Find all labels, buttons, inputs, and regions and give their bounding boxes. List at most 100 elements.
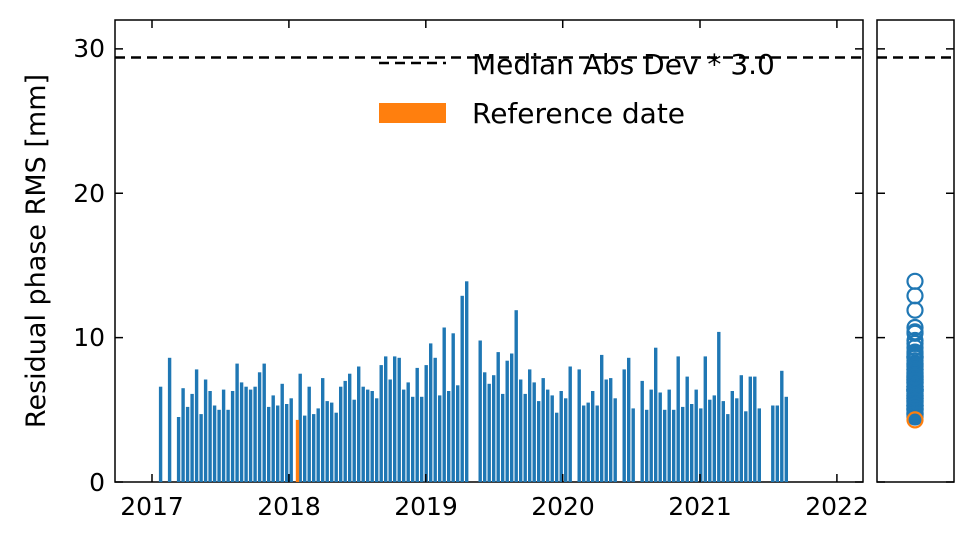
bar [559,391,563,482]
bar [699,408,703,482]
bar [420,396,424,482]
bar [568,366,572,482]
bar [343,380,347,482]
bar [730,391,734,482]
bar [433,357,437,482]
bar [771,405,775,482]
bar [303,415,307,482]
y-tick-label: 10 [73,323,105,352]
bar [757,408,761,482]
bar [663,409,667,482]
bar [330,402,334,482]
bar [361,386,365,482]
bar [393,356,397,482]
x-tick-label: 2017 [120,492,184,521]
bar [402,389,406,482]
bar [667,389,671,482]
side-marker [906,318,924,337]
bar [235,363,239,482]
side-marker [906,368,924,386]
bar [519,379,523,482]
bar [158,386,163,482]
bar [600,354,604,482]
bar [375,398,379,482]
bar [627,357,631,482]
bar [271,395,275,482]
bar [649,389,653,482]
bar [631,408,635,482]
bar [212,405,217,482]
side-marker [906,287,924,305]
bar [712,395,716,482]
bar [411,396,415,482]
bar [307,386,311,482]
bar [541,378,545,482]
bar [595,405,599,482]
bar [352,399,356,482]
bar [239,382,244,482]
bar [348,373,352,482]
bar [406,382,410,482]
bar [604,379,608,482]
bar [546,389,550,482]
bar [514,310,518,482]
x-tick-label: 2021 [668,492,732,521]
bar [312,414,316,482]
bar [645,409,649,482]
bar [415,367,419,482]
side-marker [906,362,924,380]
bar [609,378,613,482]
bar [203,379,208,482]
bar [424,365,428,482]
bar [717,331,721,482]
bar [370,391,374,482]
side-plot-frame [876,19,955,483]
side-marker [906,301,924,319]
bar [185,406,190,482]
bar [447,391,451,482]
bar [429,343,433,482]
bar [442,327,446,482]
bar [244,386,248,482]
bar [285,404,289,482]
bar [451,333,455,482]
y-tick-label: 30 [73,34,105,63]
bar [289,398,293,482]
bar [591,391,595,482]
x-tick-label: 2019 [394,492,458,521]
bar [685,376,689,482]
bar [690,404,694,482]
bar [181,388,185,482]
y-tick-label: 0 [89,468,105,497]
bar [780,370,784,482]
bar [262,363,266,482]
bar [708,399,712,482]
bar [230,391,235,482]
side-reference-marker [906,411,924,429]
bar [744,411,748,482]
bar-series [158,281,788,482]
bar [257,372,262,482]
bar [334,412,338,482]
bar [190,393,194,482]
bar [640,380,644,482]
legend-reference-label: Reference date [472,97,685,130]
x-tick-labels: 2017 2018 2019 2020 2021 2022 [120,492,869,521]
legend: Median Abs Dev * 3.0 Reference date [379,48,775,130]
bar [366,389,370,482]
bar [622,369,626,482]
bar [681,406,685,482]
bar [532,382,536,482]
bar [384,356,388,482]
bar [478,340,482,482]
bar [726,414,730,482]
bar [339,386,343,482]
bar [775,405,779,482]
bar [555,412,559,482]
legend-reference-swatch [379,103,446,123]
bar [199,414,203,482]
side-marker [906,388,924,406]
bar [208,391,212,482]
bar [487,383,491,482]
bar [753,376,757,482]
